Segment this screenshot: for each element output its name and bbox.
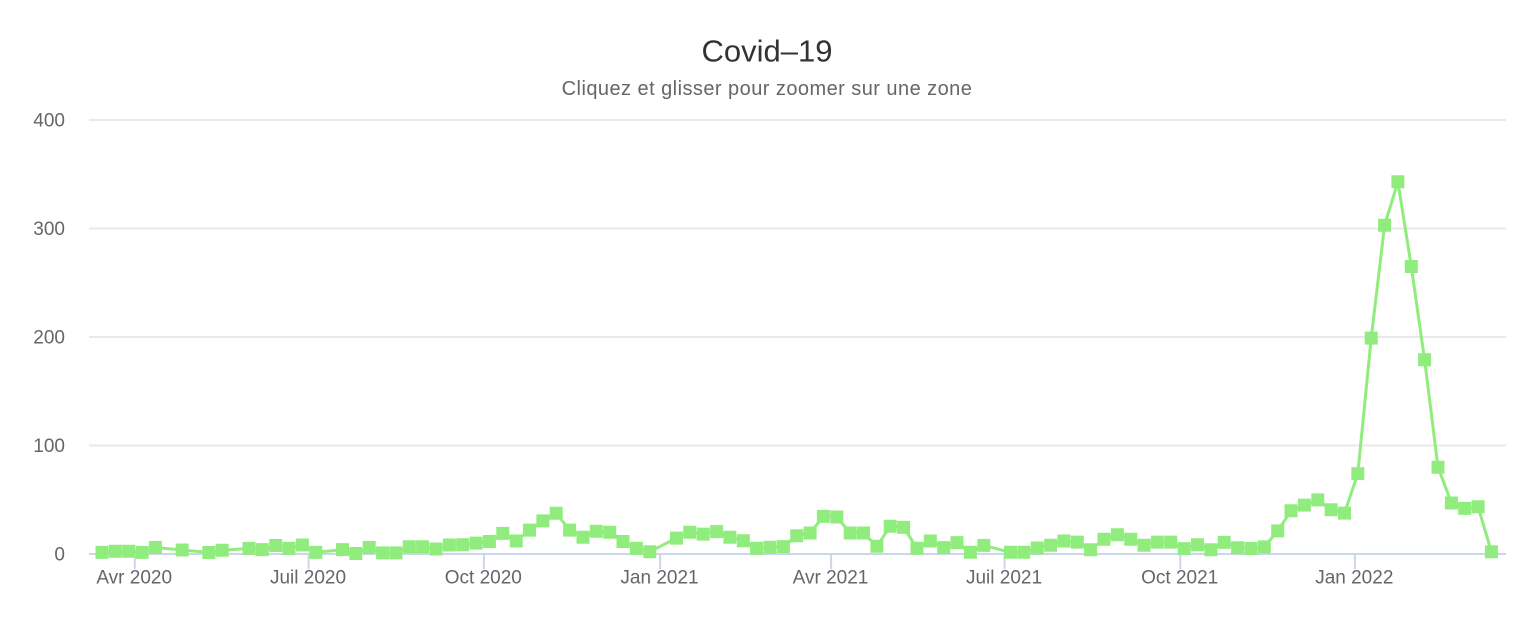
svg-text:Jan 2022: Jan 2022 xyxy=(1315,568,1393,589)
svg-text:100: 100 xyxy=(33,436,65,457)
svg-text:Avr 2020: Avr 2020 xyxy=(96,568,172,589)
svg-text:Juil 2020: Juil 2020 xyxy=(270,568,346,589)
svg-text:400: 400 xyxy=(33,111,65,132)
svg-text:Oct 2020: Oct 2020 xyxy=(445,568,522,589)
svg-text:0: 0 xyxy=(54,545,65,566)
svg-text:200: 200 xyxy=(33,328,65,349)
svg-text:Covid–19: Covid–19 xyxy=(702,34,833,69)
svg-text:Jan 2021: Jan 2021 xyxy=(620,568,698,589)
svg-text:Juil 2021: Juil 2021 xyxy=(966,568,1042,589)
svg-text:Avr 2021: Avr 2021 xyxy=(793,568,869,589)
svg-text:Cliquez et glisser pour zoomer: Cliquez et glisser pour zoomer sur une z… xyxy=(562,78,973,100)
svg-text:300: 300 xyxy=(33,219,65,240)
svg-text:Oct 2021: Oct 2021 xyxy=(1141,568,1218,589)
